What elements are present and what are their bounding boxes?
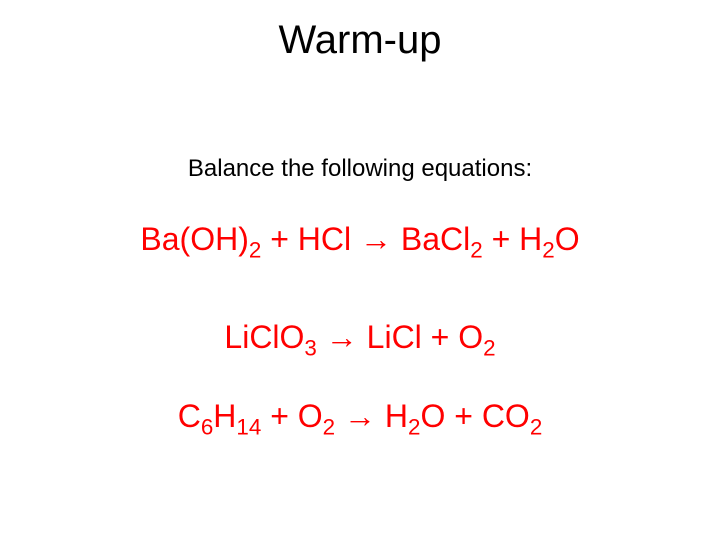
equation-1: Ba(OH)2 + HCl → BaCl2 + H2O (0, 221, 720, 263)
slide-title: Warm-up (0, 0, 720, 63)
equation-3: C6H14 + O2 → H2O + CO2 (0, 398, 720, 440)
instruction-text: Balance the following equations: (0, 155, 720, 183)
equation-2: LiClO3 → LiCl + O2 (0, 319, 720, 361)
